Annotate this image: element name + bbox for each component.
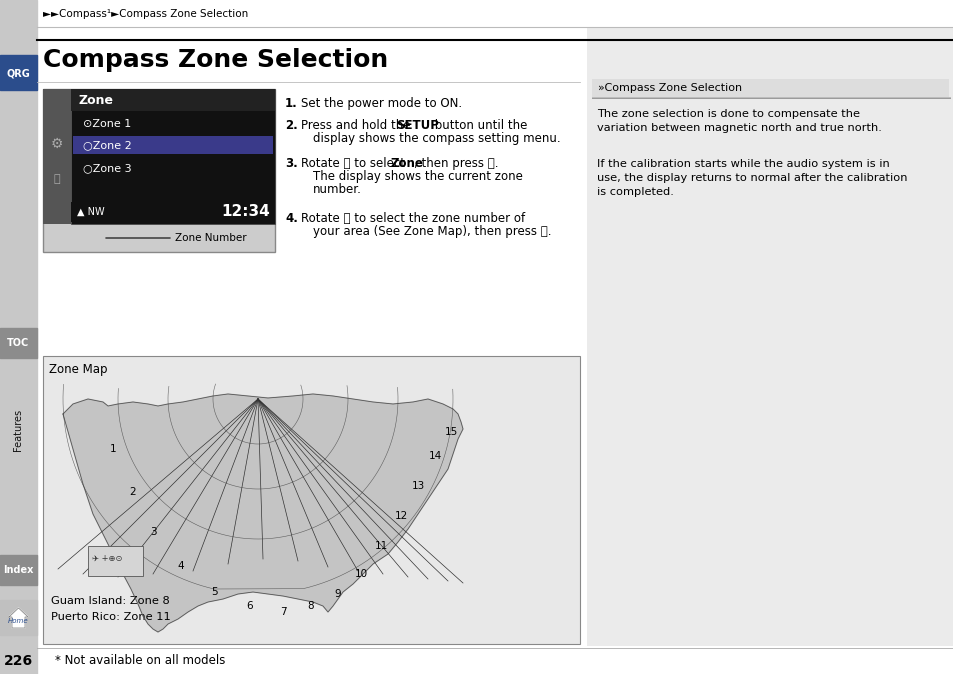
- Text: ⊙Zone 1: ⊙Zone 1: [83, 119, 132, 129]
- Text: 8: 8: [308, 601, 314, 611]
- Text: 13: 13: [411, 481, 424, 491]
- Text: Rotate ⓐ to select: Rotate ⓐ to select: [301, 157, 408, 170]
- Bar: [586, 28, 953, 646]
- Text: 6: 6: [247, 601, 253, 611]
- Bar: [0, 328, 37, 358]
- Bar: [0, 555, 37, 585]
- Text: QRG: QRG: [7, 68, 30, 78]
- Bar: [71, 202, 274, 222]
- Text: »Compass Zone Selection: »Compass Zone Selection: [598, 83, 741, 93]
- Text: Zone: Zone: [79, 94, 113, 106]
- Bar: [0, 600, 37, 635]
- Text: The display shows the current zone: The display shows the current zone: [313, 170, 522, 183]
- Text: 1: 1: [110, 444, 116, 454]
- Text: 226: 226: [4, 654, 33, 668]
- Text: Guam Island: Zone 8: Guam Island: Zone 8: [51, 596, 170, 606]
- Text: ⚙: ⚙: [51, 137, 63, 151]
- Text: 2: 2: [130, 487, 136, 497]
- Bar: [71, 89, 274, 111]
- Text: The zone selection is done to compensate the
variation between magnetic north an: The zone selection is done to compensate…: [597, 109, 881, 133]
- Text: ✈ +⊕⊙: ✈ +⊕⊙: [91, 553, 122, 563]
- Text: button until the: button until the: [431, 119, 527, 132]
- Text: Zone Number: Zone Number: [174, 233, 247, 243]
- Polygon shape: [63, 394, 462, 632]
- Text: ○Zone 2: ○Zone 2: [83, 140, 132, 150]
- Text: Index: Index: [3, 565, 33, 575]
- Text: 12:34: 12:34: [221, 204, 270, 220]
- Polygon shape: [9, 608, 28, 628]
- Bar: [0, 55, 37, 90]
- Text: 15: 15: [444, 427, 457, 437]
- Text: 3: 3: [150, 527, 156, 537]
- Text: Puerto Rico: Zone 11: Puerto Rico: Zone 11: [51, 612, 171, 622]
- Text: 7: 7: [279, 607, 286, 617]
- Text: ○Zone 3: ○Zone 3: [83, 163, 132, 173]
- Text: 1.: 1.: [285, 97, 297, 110]
- Text: your area (See Zone Map), then press ⓔ.: your area (See Zone Map), then press ⓔ.: [313, 225, 551, 238]
- Text: 🔧: 🔧: [53, 174, 60, 184]
- Text: Zone: Zone: [391, 157, 423, 170]
- Bar: [592, 79, 948, 97]
- Text: 5: 5: [212, 587, 218, 597]
- Text: 10: 10: [355, 569, 367, 579]
- Bar: [0, 0, 37, 674]
- Text: 11: 11: [374, 541, 387, 551]
- Text: TOC: TOC: [8, 338, 30, 348]
- Text: ►►Compass¹►Compass Zone Selection: ►►Compass¹►Compass Zone Selection: [43, 9, 248, 19]
- Text: 2.: 2.: [285, 119, 297, 132]
- Text: Features: Features: [13, 409, 24, 451]
- Text: Zone Map: Zone Map: [49, 363, 108, 377]
- Text: If the calibration starts while the audio system is in
use, the display returns : If the calibration starts while the audi…: [597, 159, 906, 197]
- Bar: [43, 89, 274, 252]
- Bar: [73, 136, 273, 154]
- Text: Rotate ⓐ to select the zone number of: Rotate ⓐ to select the zone number of: [301, 212, 524, 225]
- Text: 3.: 3.: [285, 157, 297, 170]
- Bar: [71, 89, 274, 224]
- Text: display shows the compass setting menu.: display shows the compass setting menu.: [313, 132, 560, 145]
- Text: Compass Zone Selection: Compass Zone Selection: [43, 48, 388, 72]
- Text: 9: 9: [335, 589, 341, 599]
- Text: 4: 4: [177, 561, 184, 571]
- Text: Home: Home: [9, 618, 29, 624]
- Text: Press and hold the: Press and hold the: [301, 119, 414, 132]
- Text: , then press ⓔ.: , then press ⓔ.: [414, 157, 498, 170]
- Text: 12: 12: [394, 511, 407, 521]
- Bar: [43, 356, 579, 644]
- Text: 14: 14: [428, 451, 441, 461]
- Text: * Not available on all models: * Not available on all models: [55, 654, 225, 667]
- Bar: [43, 89, 71, 224]
- Text: ▲ NW: ▲ NW: [77, 207, 105, 217]
- Text: Set the power mode to ON.: Set the power mode to ON.: [301, 97, 461, 110]
- Bar: [88, 546, 143, 576]
- Text: SETUP: SETUP: [395, 119, 438, 132]
- Text: 4.: 4.: [285, 212, 297, 225]
- Text: number.: number.: [313, 183, 361, 196]
